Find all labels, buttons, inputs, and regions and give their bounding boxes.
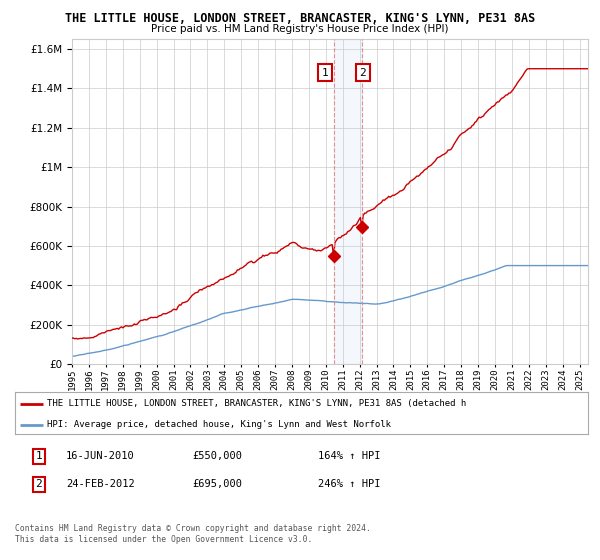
Text: 1: 1 xyxy=(322,68,328,78)
Text: THE LITTLE HOUSE, LONDON STREET, BRANCASTER, KING'S LYNN, PE31 8AS: THE LITTLE HOUSE, LONDON STREET, BRANCAS… xyxy=(65,12,535,25)
Text: HPI: Average price, detached house, King's Lynn and West Norfolk: HPI: Average price, detached house, King… xyxy=(47,420,391,430)
Text: Contains HM Land Registry data © Crown copyright and database right 2024.: Contains HM Land Registry data © Crown c… xyxy=(15,524,371,533)
Text: This data is licensed under the Open Government Licence v3.0.: This data is licensed under the Open Gov… xyxy=(15,535,313,544)
Text: 1: 1 xyxy=(35,451,43,461)
Text: 2: 2 xyxy=(35,479,43,489)
Text: 24-FEB-2012: 24-FEB-2012 xyxy=(66,479,135,489)
Text: THE LITTLE HOUSE, LONDON STREET, BRANCASTER, KING'S LYNN, PE31 8AS (detached h: THE LITTLE HOUSE, LONDON STREET, BRANCAS… xyxy=(47,399,466,408)
Text: 164% ↑ HPI: 164% ↑ HPI xyxy=(318,451,380,461)
Text: £695,000: £695,000 xyxy=(192,479,242,489)
Text: 16-JUN-2010: 16-JUN-2010 xyxy=(66,451,135,461)
Bar xyxy=(334,39,362,364)
Text: 2: 2 xyxy=(359,68,367,78)
Text: Price paid vs. HM Land Registry's House Price Index (HPI): Price paid vs. HM Land Registry's House … xyxy=(151,24,449,34)
Text: £550,000: £550,000 xyxy=(192,451,242,461)
Text: 246% ↑ HPI: 246% ↑ HPI xyxy=(318,479,380,489)
